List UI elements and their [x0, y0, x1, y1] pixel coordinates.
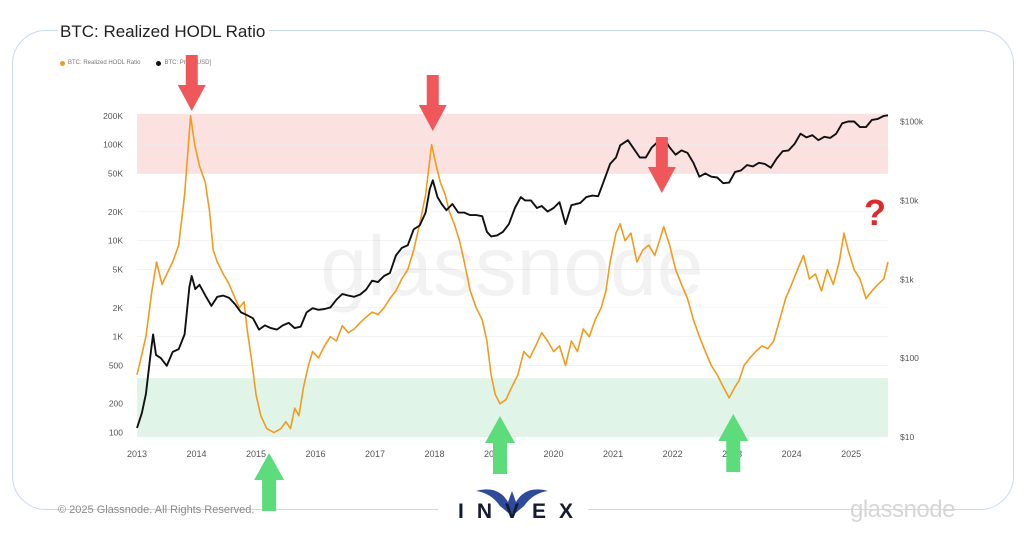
y-left-tick-label: 10K	[108, 236, 123, 246]
y-left-tick-label: 5K	[113, 265, 124, 275]
legend-dot-price-icon	[156, 60, 162, 66]
invex-logo: INVEX	[438, 486, 588, 536]
x-tick-label: 2018	[425, 449, 445, 459]
glassnode-brand: glassnode	[850, 496, 955, 523]
x-tick-label: 2016	[306, 449, 326, 459]
y-left-tick-label: 1K	[113, 332, 124, 342]
watermark-glassnode: glassnode	[321, 219, 704, 313]
invex-wings-icon	[476, 489, 548, 516]
y-right-tick-label: $10	[900, 432, 914, 442]
x-tick-label: 2024	[782, 449, 802, 459]
y-left-tick-label: 20K	[108, 207, 123, 217]
y-left-tick-label: 2K	[113, 303, 124, 313]
y-right-tick-label: $100k	[900, 117, 924, 127]
x-tick-label: 2013	[127, 449, 147, 459]
down-arrow-icon	[177, 55, 206, 111]
legend-dot-hodl-icon	[60, 60, 65, 66]
down-arrow-icon	[418, 75, 447, 131]
x-tick-label: 2014	[186, 449, 206, 459]
x-tick-label: 2021	[603, 449, 623, 459]
y-left-tick-label: 50K	[108, 169, 123, 179]
bottom-band	[137, 378, 888, 437]
y-left-tick-label: 100	[109, 428, 123, 438]
x-tick-label: 2017	[365, 449, 385, 459]
y-right-tick-label: $100	[900, 353, 919, 363]
y-right-tick-label: $10k	[900, 195, 919, 205]
x-tick-label: 2020	[544, 449, 564, 459]
y-left-tick-label: 100K	[103, 140, 123, 150]
legend-item-hodl[interactable]: BTC: Realized HODL Ratio	[60, 60, 140, 66]
invex-logo-text: INVEX	[458, 500, 587, 523]
question-mark: ?	[864, 192, 886, 233]
hodl-ratio-line	[136, 115, 889, 434]
x-tick-label: 2025	[841, 449, 861, 459]
up-arrow-icon	[254, 453, 285, 511]
copyright-text: © 2025 Glassnode. All Rights Reserved.	[58, 504, 255, 516]
up-arrow-icon	[718, 414, 749, 472]
y-left-tick-label: 200K	[103, 111, 123, 121]
y-left-tick-label: 500	[109, 361, 123, 371]
up-arrow-icon	[485, 416, 516, 474]
top-band	[137, 113, 888, 174]
down-arrow-icon	[647, 137, 676, 193]
x-tick-label: 2022	[663, 449, 683, 459]
chart-title: BTC: Realized HODL Ratio	[58, 22, 270, 42]
x-tick-label: 2015	[246, 449, 266, 459]
btc-price-line	[136, 114, 889, 429]
y-right-tick-label: $1k	[900, 274, 914, 284]
legend-label-hodl: BTC: Realized HODL Ratio	[68, 60, 141, 66]
y-left-tick-label: 200	[109, 399, 123, 409]
